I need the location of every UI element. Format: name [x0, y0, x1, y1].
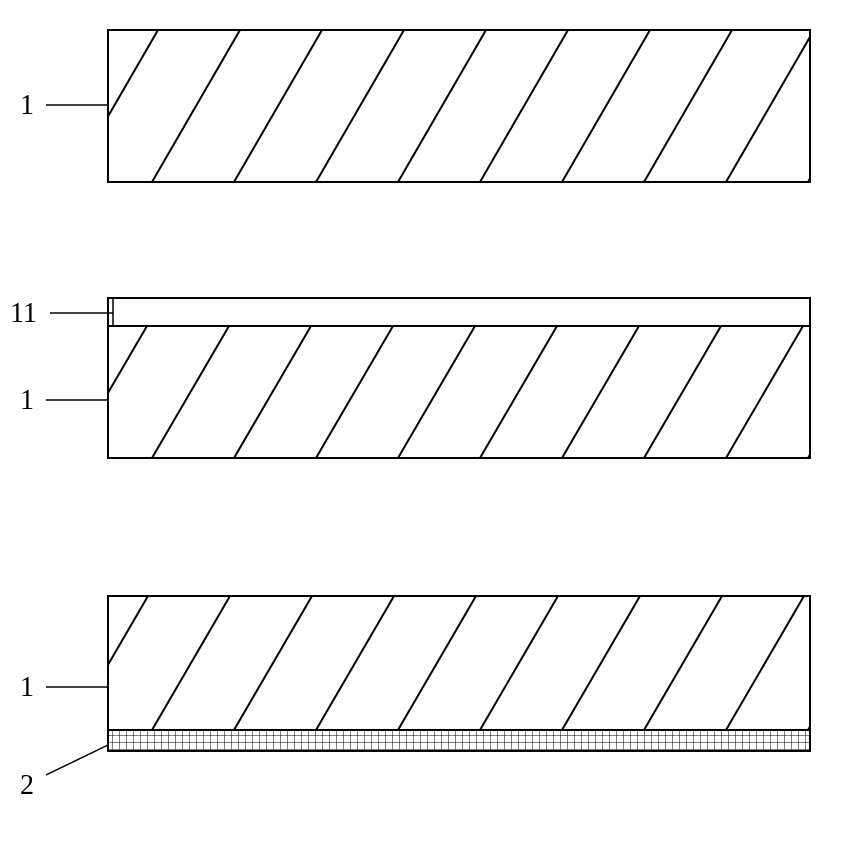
callout-label-1a: 1: [20, 90, 34, 122]
diagram-canvas: [0, 0, 864, 849]
layer-1-substrate-c: [108, 596, 810, 730]
layer-1-substrate-b: [108, 326, 810, 458]
callout-label-1b: 1: [20, 385, 34, 417]
leader-lines: [46, 105, 113, 775]
figure-2: [70, 298, 864, 458]
figure-3: [70, 596, 864, 751]
layer-2-coating: [108, 730, 810, 751]
figure-1: [70, 30, 864, 182]
callout-label-11: 11: [10, 298, 37, 330]
layer-1-substrate: [108, 30, 810, 182]
callout-label-1c: 1: [20, 672, 34, 704]
callout-label-2: 2: [20, 770, 34, 802]
layer-11-film: [108, 298, 810, 326]
